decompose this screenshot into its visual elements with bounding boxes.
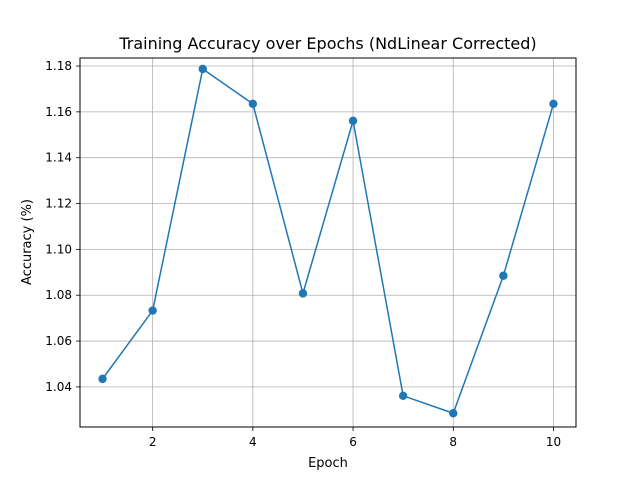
data-point — [198, 64, 207, 74]
data-point — [148, 306, 157, 315]
x-tick-label: 2 — [149, 435, 157, 449]
data-point — [248, 99, 258, 109]
x-tick-label: 4 — [249, 435, 257, 449]
x-axis-label: Epoch — [308, 456, 348, 471]
data-point — [549, 99, 558, 109]
data-point — [398, 391, 408, 401]
y-axis-label: Accuracy (%) — [20, 199, 35, 285]
chart-title: Training Accuracy over Epochs (NdLinear … — [118, 34, 536, 53]
tick-layer: 2 4 6 8 10 1.04 1.06 1.08 1.10 1.12 1.14 1.16 1.18 — [45, 59, 561, 449]
data-point — [298, 289, 308, 298]
y-tick-label: 1.10 — [45, 242, 72, 256]
x-tick-label: 6 — [349, 435, 357, 449]
y-tick-label: 1.12 — [45, 197, 72, 211]
x-tick-label: 10 — [546, 435, 561, 449]
data-point — [449, 409, 458, 418]
data-point — [98, 374, 107, 384]
data-point — [348, 116, 358, 125]
y-tick-label: 1.16 — [45, 105, 72, 119]
x-tick-label: 8 — [449, 435, 457, 449]
y-tick-label: 1.08 — [45, 288, 72, 302]
data-point — [499, 271, 508, 280]
y-tick-label: 1.04 — [45, 380, 72, 394]
series-layer — [98, 64, 558, 418]
series-line — [101, 68, 555, 414]
y-tick-label: 1.18 — [45, 59, 72, 73]
y-tick-label: 1.14 — [45, 151, 72, 165]
y-tick-label: 1.06 — [45, 334, 72, 348]
plot-frame — [79, 57, 577, 428]
